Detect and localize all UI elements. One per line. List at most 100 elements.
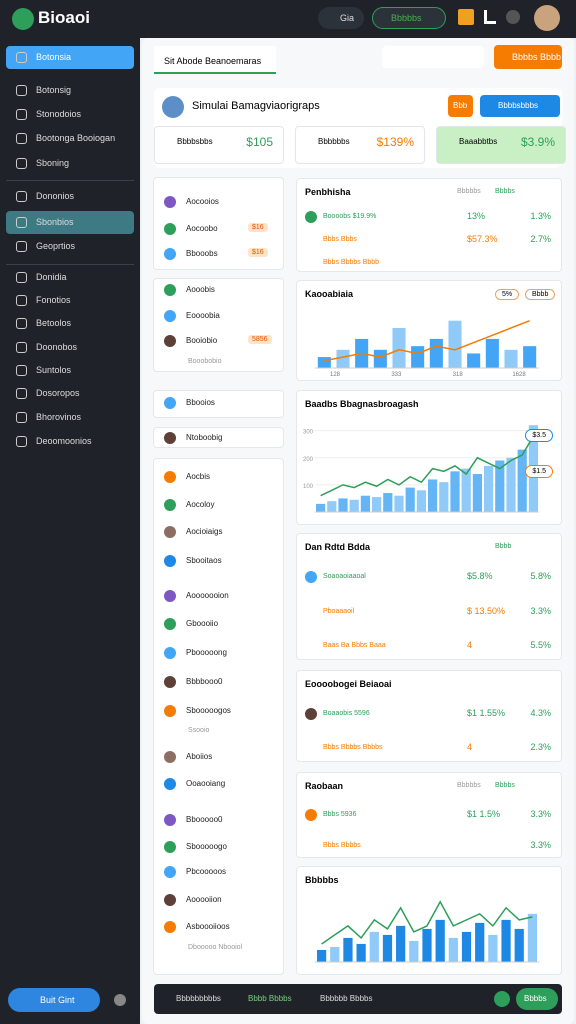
bar — [495, 460, 505, 512]
row-value: 4.3% — [530, 708, 551, 718]
list-label[interactable]: Aboiios — [186, 752, 213, 761]
list-label[interactable]: Aocbis — [186, 472, 211, 481]
row-label: Soaoaoiaaoal — [323, 573, 366, 581]
sidebar-label: Bhorovinos — [36, 412, 82, 422]
bar — [472, 474, 482, 512]
list-label[interactable]: Aocioiaigs — [186, 527, 223, 536]
icon — [16, 436, 27, 447]
tab[interactable]: Sit Abode Beanoemaras — [154, 46, 276, 74]
column-header: Bbbb — [495, 543, 512, 550]
icon — [164, 778, 176, 790]
sidebar-item[interactable]: Suntolos — [6, 359, 134, 382]
list-label[interactable]: Sbooitaos — [186, 556, 222, 565]
sidebar-item[interactable]: Dosoropos — [6, 382, 134, 405]
icon — [164, 248, 176, 260]
button[interactable]: Bbbbsbbbs — [480, 95, 560, 117]
list-label[interactable]: Sbooooogo — [186, 842, 227, 851]
pill: Bbbb — [525, 289, 556, 300]
list-label[interactable]: Eoooobia — [186, 311, 220, 320]
stat-value: $105 — [246, 135, 273, 149]
stat-card: Bbbbsbbs $105 — [154, 126, 284, 164]
sidebar-label: Bootonga Booiogan — [36, 133, 116, 143]
sidebar-button[interactable]: Buit Gint — [8, 988, 100, 1012]
list-label[interactable]: Asboooiioos — [186, 922, 230, 931]
list-note: Ssooio — [188, 727, 210, 734]
list-label[interactable]: Aooooiion — [186, 895, 222, 904]
bar — [461, 931, 472, 962]
sidebar-item[interactable]: Botonsia — [6, 46, 134, 69]
list-label[interactable]: Aocooios — [186, 197, 219, 206]
button[interactable]: Bbb — [448, 95, 473, 117]
list-label[interactable]: Aooooooion — [186, 591, 229, 600]
bar — [392, 327, 406, 368]
icon — [162, 96, 184, 118]
list-note: Booobobio — [188, 358, 222, 365]
bottom-item[interactable]: Bbbbbb Bbbbs — [320, 994, 373, 1003]
row-value: 2.3% — [530, 742, 551, 752]
header-button[interactable]: Bbbbbs — [372, 7, 446, 29]
badge: $16 — [248, 223, 268, 232]
list-label[interactable]: Gboooiio — [186, 619, 219, 628]
list-label[interactable]: Bbooios — [186, 398, 215, 407]
list-label[interactable]: Pbcooooos — [186, 867, 227, 876]
sidebar-item[interactable]: Sbonbios — [6, 211, 134, 234]
stat-card: Baaabbtbs $3.9% — [436, 126, 566, 164]
row-label: Pboaaaoil — [323, 607, 355, 615]
logo: Bioaoi — [38, 8, 90, 27]
icon — [16, 217, 27, 228]
bar — [411, 346, 425, 368]
stat-value: $139% — [376, 135, 414, 149]
sidebar-item[interactable]: Bootonga Booiogan — [6, 127, 134, 150]
column-header: Bbbbs — [495, 782, 515, 789]
icon — [16, 158, 27, 169]
sidebar-label: Fonotios — [36, 295, 71, 305]
x-tick-label: 128 — [330, 372, 341, 378]
sidebar-item[interactable]: Botonsig — [6, 79, 134, 102]
bar — [428, 479, 438, 512]
column-header: Bbbbs — [495, 188, 515, 195]
icon — [16, 412, 27, 423]
sidebar-item[interactable]: Geoprtios — [6, 235, 134, 258]
list-label[interactable]: Ooaooiang — [186, 779, 226, 788]
sidebar-item[interactable]: Bhorovinos — [6, 406, 134, 429]
sidebar-item[interactable]: Dononios — [6, 185, 134, 208]
pill: $1.5 — [525, 465, 553, 478]
stat-value: $3.9% — [520, 135, 555, 149]
row-value: 3.3% — [530, 605, 551, 616]
sidebar-item[interactable]: Donidia — [6, 266, 134, 289]
sidebar-item[interactable]: Doonobos — [6, 336, 134, 359]
row-value: 4 — [467, 639, 473, 650]
list-label[interactable]: Booiobio — [186, 336, 218, 345]
row-value: 13% — [467, 210, 486, 221]
chart-title: Baadbs Bbagnasbroagash — [305, 399, 419, 409]
list-label[interactable]: Aocoloy — [186, 500, 215, 509]
sidebar-item[interactable]: Fonotios — [6, 289, 134, 312]
list-label[interactable]: Pbooooong — [186, 648, 227, 657]
bar — [439, 482, 449, 512]
row-label: Bbbs 5936 — [323, 810, 357, 818]
icon — [164, 471, 176, 483]
sidebar-item[interactable]: Sboning — [6, 152, 134, 175]
icon — [16, 365, 27, 376]
header-button[interactable]: Gia — [318, 7, 364, 29]
pill: 5% — [495, 289, 520, 300]
bottom-button[interactable]: Bbbbs — [516, 988, 558, 1010]
list-label[interactable]: Bbooobs — [186, 249, 218, 258]
list-label[interactable]: Bbooooo0 — [186, 815, 223, 824]
list-label[interactable]: Ntoboobig — [186, 433, 223, 442]
icon — [305, 708, 317, 720]
action-button[interactable]: Bbbbs Bbbb — [494, 45, 562, 69]
list-label[interactable]: Bbbbooo0 — [186, 677, 223, 686]
sidebar-item[interactable]: Deoomoonios — [6, 430, 134, 453]
bottom-item[interactable]: Bbbbbbbbbs — [176, 994, 221, 1003]
list-label[interactable]: Aooobis — [186, 285, 215, 294]
list-label[interactable]: Sbooooogos — [186, 706, 231, 715]
icon — [164, 196, 176, 208]
bar — [360, 495, 370, 512]
icon — [164, 335, 176, 347]
sidebar-item[interactable]: Stonodoios — [6, 103, 134, 126]
list-label[interactable]: Aocoobo — [186, 224, 218, 233]
bottom-item[interactable]: Bbbb Bbbbs — [248, 994, 292, 1003]
trend-line — [324, 320, 530, 362]
sidebar-item[interactable]: Betoolos — [6, 312, 134, 335]
